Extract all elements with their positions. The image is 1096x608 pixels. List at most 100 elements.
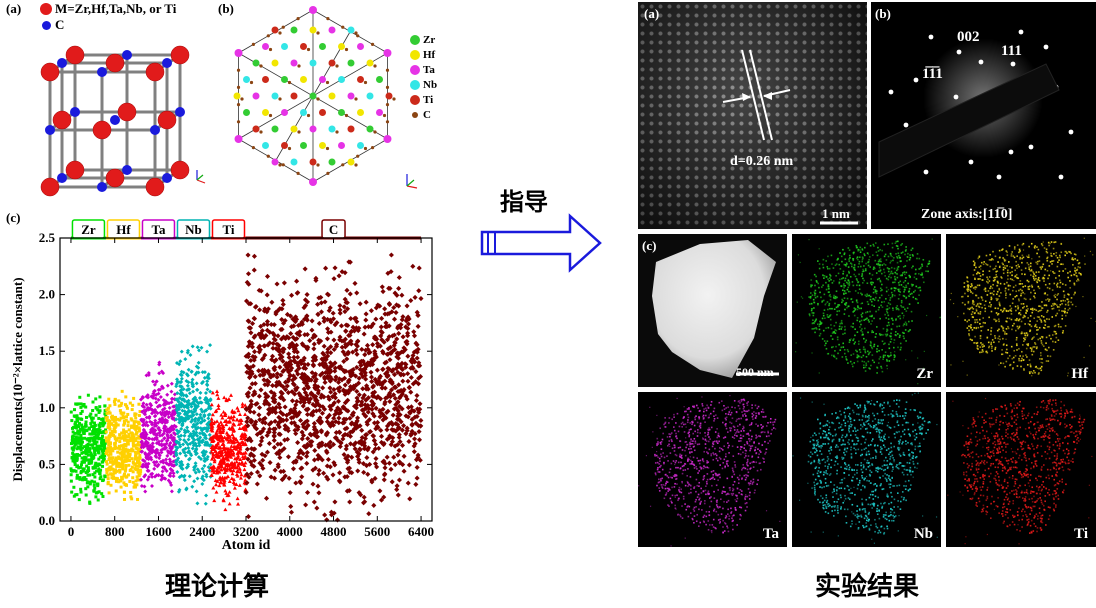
data-point (147, 452, 152, 457)
data-point (96, 498, 100, 502)
hf-marker (410, 49, 420, 60)
data-point (373, 456, 379, 462)
data-point (364, 455, 370, 461)
data-point (230, 471, 235, 476)
carbon-atom (356, 34, 360, 38)
data-point (222, 475, 227, 480)
data-point (388, 466, 394, 472)
lattice-atom (262, 142, 269, 149)
data-point (106, 406, 110, 410)
carbon-atom (363, 146, 368, 151)
data-point (160, 465, 165, 470)
data-point (187, 474, 192, 479)
data-point (122, 481, 126, 485)
x-tick-label: 6400 (408, 524, 434, 539)
data-point (74, 469, 78, 473)
data-point (371, 502, 377, 508)
data-point (191, 431, 196, 436)
data-point (171, 409, 176, 414)
data-point (177, 420, 182, 425)
data-point (185, 350, 190, 355)
data-point (155, 464, 160, 469)
data-point (205, 373, 210, 378)
data-point (311, 499, 317, 505)
data-point (96, 434, 100, 438)
data-point (171, 463, 176, 468)
data-point (191, 422, 196, 427)
data-point (364, 463, 370, 469)
data-point (113, 445, 117, 449)
data-point (417, 401, 423, 407)
data-point (238, 418, 243, 422)
data-point (79, 412, 83, 416)
data-point (329, 376, 335, 382)
data-point (331, 337, 337, 343)
data-point (150, 474, 155, 479)
data-point (92, 446, 96, 450)
data-point (229, 476, 234, 481)
data-point (204, 382, 209, 387)
data-point (238, 444, 243, 448)
data-point (304, 291, 310, 298)
data-point (196, 365, 201, 370)
data-point (98, 463, 102, 467)
data-point (95, 444, 99, 448)
data-point (78, 453, 82, 457)
data-point (78, 446, 82, 450)
data-point (236, 502, 241, 506)
data-point (399, 317, 405, 323)
data-point (133, 412, 137, 416)
data-point (387, 399, 393, 405)
data-point (223, 507, 228, 512)
data-point (204, 493, 209, 498)
data-point (117, 455, 121, 459)
carbon-atom (335, 130, 339, 134)
data-point (377, 488, 383, 494)
lattice-atom (290, 158, 298, 166)
data-point (166, 462, 171, 467)
data-point (184, 487, 189, 492)
data-point (110, 447, 114, 451)
data-point (200, 474, 205, 479)
data-point (354, 351, 360, 357)
data-point (347, 469, 353, 475)
data-point (197, 348, 202, 353)
data-point (316, 320, 322, 326)
data-point (106, 447, 110, 451)
data-point (263, 333, 269, 339)
data-point (340, 436, 346, 442)
data-point (222, 459, 227, 463)
data-point (86, 393, 90, 397)
data-point (205, 387, 210, 392)
data-point (146, 436, 151, 441)
data-point (278, 469, 284, 475)
data-point (130, 431, 134, 435)
data-point (328, 350, 334, 356)
diffraction-spot (913, 77, 919, 83)
data-point (179, 369, 184, 374)
data-point (128, 468, 132, 472)
data-point (79, 448, 83, 452)
data-point (325, 349, 331, 355)
data-point (274, 371, 280, 377)
data-point (262, 382, 268, 388)
data-point (311, 346, 317, 352)
data-point (205, 440, 210, 445)
data-point (140, 409, 145, 414)
data-point (92, 421, 96, 425)
data-point (75, 402, 79, 406)
data-point (100, 492, 104, 496)
data-point (171, 427, 176, 432)
data-point (117, 404, 121, 408)
data-point (413, 457, 420, 463)
carbon-atom (296, 171, 300, 175)
lattice-atom (300, 109, 307, 116)
data-point (390, 412, 396, 418)
data-point (395, 492, 401, 498)
data-point (73, 460, 77, 464)
data-point (197, 443, 202, 448)
data-point (251, 267, 257, 273)
axis-triad-icon (406, 174, 418, 189)
data-point (231, 463, 236, 468)
data-point (405, 371, 411, 377)
